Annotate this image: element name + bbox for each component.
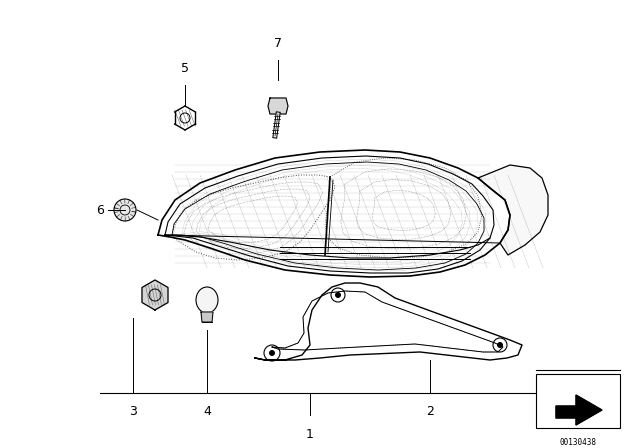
Circle shape: [269, 350, 275, 356]
Text: 1: 1: [306, 428, 314, 441]
Polygon shape: [255, 283, 522, 360]
Polygon shape: [142, 280, 168, 310]
Text: 5: 5: [181, 62, 189, 75]
Polygon shape: [556, 395, 602, 425]
Bar: [536, 374, 620, 428]
Text: 3: 3: [129, 405, 137, 418]
Text: 2: 2: [426, 405, 434, 418]
Polygon shape: [201, 312, 213, 322]
Ellipse shape: [196, 287, 218, 313]
Text: 6: 6: [96, 203, 104, 216]
Text: 00130438: 00130438: [559, 438, 596, 447]
Text: 7: 7: [274, 37, 282, 50]
Polygon shape: [478, 165, 548, 255]
Text: 4: 4: [203, 405, 211, 418]
Circle shape: [335, 292, 341, 298]
Polygon shape: [268, 98, 288, 114]
Circle shape: [497, 342, 503, 348]
Circle shape: [114, 199, 136, 221]
